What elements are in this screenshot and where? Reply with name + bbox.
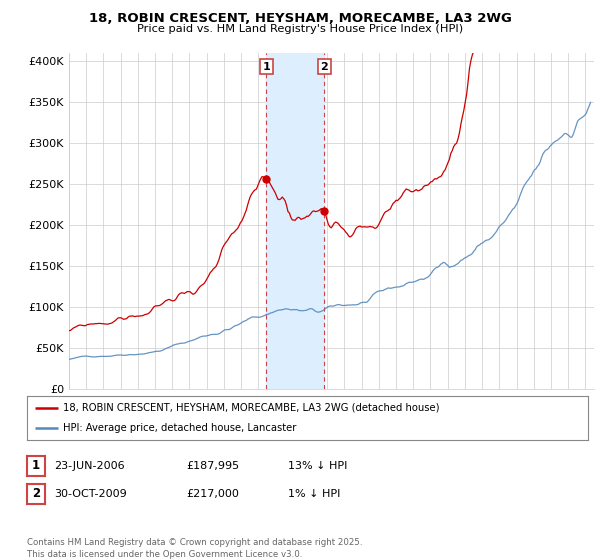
Text: £217,000: £217,000 [186,489,239,499]
Text: 30-OCT-2009: 30-OCT-2009 [54,489,127,499]
Text: Price paid vs. HM Land Registry's House Price Index (HPI): Price paid vs. HM Land Registry's House … [137,24,463,34]
Bar [266,53,324,389]
Text: 1: 1 [263,62,271,72]
Text: Contains HM Land Registry data © Crown copyright and database right 2025.
This d: Contains HM Land Registry data © Crown c… [27,538,362,559]
Text: 1% ↓ HPI: 1% ↓ HPI [288,489,340,499]
Text: 23-JUN-2006: 23-JUN-2006 [54,461,125,471]
Text: 18, ROBIN CRESCENT, HEYSHAM, MORECAMBE, LA3 2WG (detached house): 18, ROBIN CRESCENT, HEYSHAM, MORECAMBE, … [64,403,440,413]
Text: 2: 2 [32,487,40,501]
Text: 18, ROBIN CRESCENT, HEYSHAM, MORECAMBE, LA3 2WG: 18, ROBIN CRESCENT, HEYSHAM, MORECAMBE, … [89,12,511,25]
Text: 2: 2 [320,62,328,72]
Text: 13% ↓ HPI: 13% ↓ HPI [288,461,347,471]
Text: 1: 1 [32,459,40,473]
Text: HPI: Average price, detached house, Lancaster: HPI: Average price, detached house, Lanc… [64,423,297,433]
Text: £187,995: £187,995 [186,461,239,471]
